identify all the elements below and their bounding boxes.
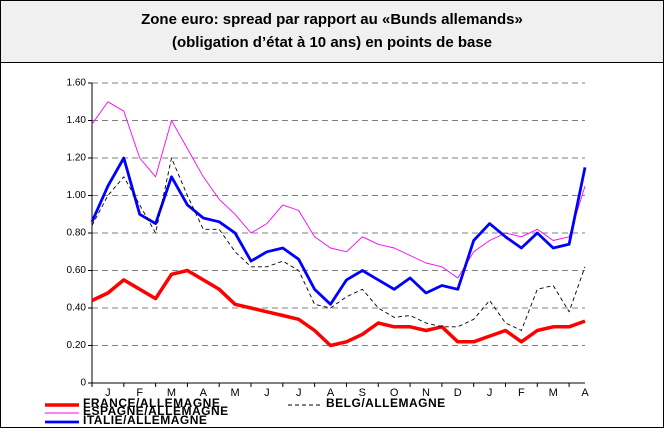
chart-title: (obligation d’état à 10 ans) en points d… bbox=[172, 34, 492, 51]
y-tick-label: 1.00 bbox=[67, 190, 87, 201]
title-box bbox=[0, 0, 664, 63]
x-tick-label: N bbox=[422, 387, 430, 399]
x-tick-label: M bbox=[549, 387, 558, 399]
y-tick-label: 0.80 bbox=[67, 228, 87, 239]
y-tick-label: 1.40 bbox=[67, 115, 87, 126]
x-tick-label: M bbox=[231, 387, 240, 399]
x-tick-label: D bbox=[454, 387, 462, 399]
y-tick-label: 1.60 bbox=[67, 78, 87, 89]
x-tick-label: F bbox=[518, 387, 525, 399]
x-tick-label: A bbox=[200, 387, 208, 399]
x-tick-label: J bbox=[105, 387, 111, 399]
series-line bbox=[91, 268, 586, 348]
x-tick-label: J bbox=[296, 387, 302, 399]
series-line bbox=[90, 156, 587, 306]
y-tick-label: 0.20 bbox=[67, 340, 87, 351]
x-tick-label: J bbox=[264, 387, 270, 399]
legend-label: ESPAGNE/ALLEMAGNE bbox=[83, 404, 229, 418]
legend-label: FRANCE/ALLEMAGNE bbox=[83, 396, 220, 410]
y-tick-label: 1.20 bbox=[67, 153, 87, 164]
x-tick-label: A bbox=[581, 387, 589, 399]
legend-label: ITALIE/ALLEMAGNE bbox=[83, 413, 207, 427]
y-tick-label: 0 bbox=[80, 378, 86, 389]
y-tick-label: 0.60 bbox=[67, 265, 87, 276]
x-tick-label: M bbox=[167, 387, 176, 399]
series-line bbox=[91, 157, 586, 331]
chart-title: Zone euro: spread par rapport au «Bunds … bbox=[141, 11, 523, 28]
x-tick-label: J bbox=[487, 387, 493, 399]
y-tick-label: 0.40 bbox=[67, 303, 87, 314]
x-tick-label: F bbox=[136, 387, 143, 399]
legend-label: BELG/ALLEMAGNE bbox=[326, 396, 446, 410]
x-tick-label: S bbox=[359, 387, 366, 399]
x-tick-label: A bbox=[327, 387, 335, 399]
x-tick-label: O bbox=[390, 387, 399, 399]
